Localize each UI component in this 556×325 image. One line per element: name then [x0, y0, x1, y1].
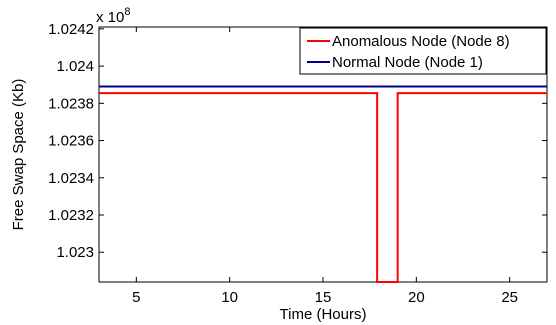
y-tick-label: 1.0242: [48, 21, 94, 38]
x-tick-label: 20: [408, 289, 425, 306]
y-axis-ticks: 1.023 1.0232 1.0234 1.0236 1.0238 1.024 1.0242: [48, 21, 547, 261]
x-tick-label: 10: [221, 289, 238, 306]
legend-label-2: Normal Node (Node 1): [332, 54, 483, 71]
y-axis-title: Free Swap Space (Kb): [10, 79, 27, 231]
y-axis-exponent-power: 8: [124, 6, 130, 18]
x-axis-title: Time (Hours): [280, 306, 367, 323]
series-line-1: [99, 92, 547, 283]
y-axis-exponent: x 108: [96, 6, 130, 26]
legend: Anomalous Node (Node 8) Normal Node (Node…: [299, 27, 547, 75]
y-tick-label: 1.0236: [48, 133, 94, 150]
legend-box: [299, 27, 547, 75]
legend-items: Anomalous Node (Node 8) Normal Node (Node…: [307, 33, 510, 71]
y-axis-exponent-base: x 10: [96, 9, 124, 26]
y-tick-label: 1.023: [56, 244, 94, 261]
y-tick-label: 1.0232: [48, 207, 94, 224]
x-tick-label: 5: [132, 289, 140, 306]
series-layer: [99, 85, 547, 283]
legend-label-1: Anomalous Node (Node 8): [332, 33, 510, 50]
x-tick-label: 25: [501, 289, 518, 306]
x-axis-ticks: 5 10 15 20 25: [132, 27, 518, 306]
y-tick-label: 1.0238: [48, 95, 94, 112]
x-tick-label: 15: [315, 289, 332, 306]
y-tick-label: 1.0234: [48, 170, 94, 187]
y-tick-label: 1.024: [56, 58, 94, 75]
